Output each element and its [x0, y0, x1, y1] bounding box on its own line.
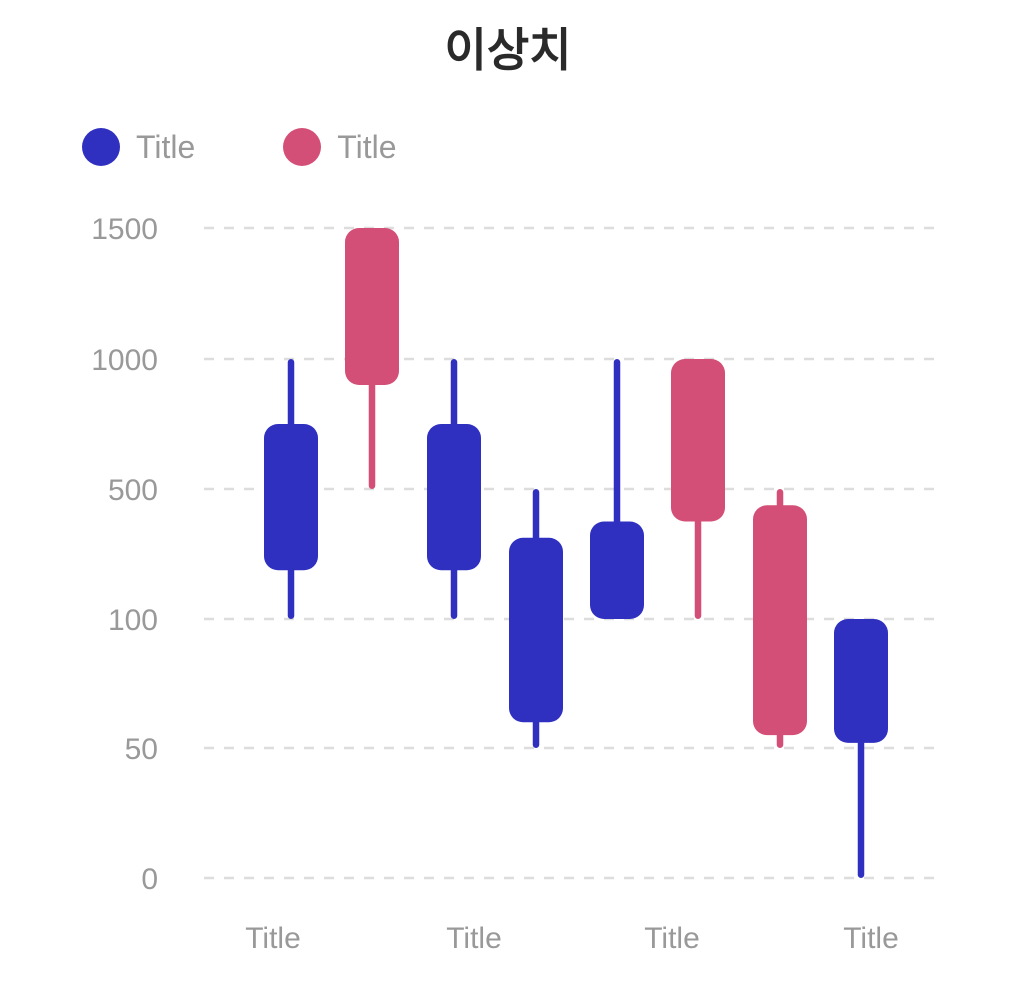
candle-body [590, 521, 644, 619]
candle-body [264, 424, 318, 571]
y-tick-label: 100 [108, 604, 158, 637]
y-tick-label: 1500 [91, 213, 158, 246]
legend-item-series-1[interactable]: Title [82, 128, 195, 166]
legend-item-series-2[interactable]: Title [283, 128, 397, 166]
chart-title: 이상치 [444, 23, 572, 77]
x-tick-label: Title [843, 922, 899, 955]
candle-body [427, 424, 481, 571]
candle-body [671, 359, 725, 522]
x-tick-label: Title [644, 922, 700, 955]
y-tick-label: 0 [141, 863, 158, 896]
y-tick-label: 1000 [91, 344, 158, 377]
legend-label-series-2: Title [337, 128, 397, 165]
legend: Title Title [82, 128, 485, 166]
x-tick-label: Title [245, 922, 301, 955]
y-tick-label: 500 [108, 474, 158, 507]
legend-dot-series-2 [283, 128, 322, 166]
legend-dot-series-1 [82, 128, 120, 166]
x-tick-label: Title [446, 922, 502, 955]
y-tick-label: 50 [125, 733, 158, 766]
legend-label-series-1: Title [136, 128, 196, 165]
candle-body [834, 619, 888, 743]
candle-body [753, 505, 807, 736]
candle-body [509, 537, 563, 723]
candle-body [345, 228, 399, 385]
